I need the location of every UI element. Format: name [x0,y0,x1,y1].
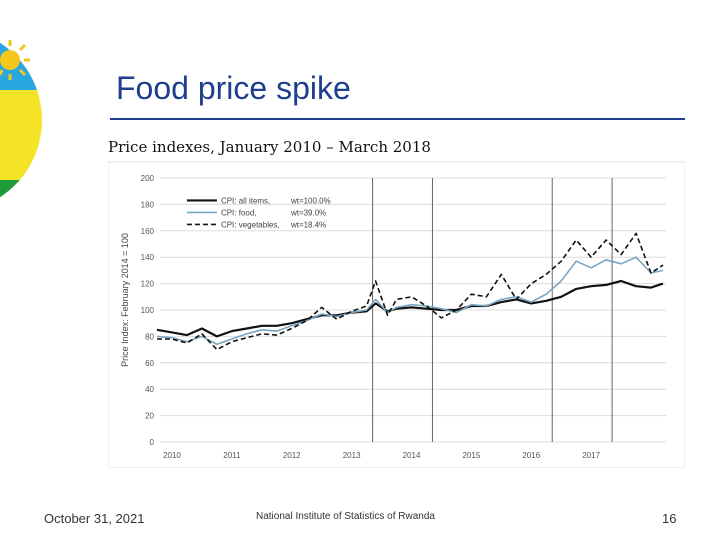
y-tick-label: 180 [141,200,155,209]
x-tick-label: 2010 [163,451,181,460]
y-tick-label: 100 [141,306,155,315]
legend-series-weight: wt=39.0% [290,208,326,217]
footer-organization: National Institute of Statistics of Rwan… [256,511,435,522]
x-tick-label: 2011 [223,451,241,460]
x-tick-label: 2015 [462,451,480,460]
price-index-chart: Price indexes, January 2010 – March 2018… [108,138,685,468]
y-tick-label: 140 [141,253,155,262]
chart-frame [108,161,685,468]
x-tick-label: 2012 [283,451,301,460]
series-line-3 [157,232,664,351]
footer-date: October 31, 2021 [44,511,145,526]
page-number: 16 [662,511,677,526]
legend-series-weight: wt=100.0% [290,196,331,205]
chart-title: Price indexes, January 2010 – March 2018 [108,138,431,156]
legend-series-name: CPI: vegetables, [221,220,280,229]
x-tick-label: 2014 [403,451,421,460]
x-tick-label: 2017 [582,451,600,460]
legend-series-name: CPI: food, [221,208,257,217]
chart-plot: 0 20 40 60 80 100 120 140 160 180 200 2010 2011 2012 2… [108,161,685,468]
y-tick-label: 200 [141,174,155,183]
y-tick-label: 60 [145,359,154,368]
legend-series-name: CPI: all items, [221,196,270,205]
x-tick-label: 2013 [343,451,361,460]
y-tick-label: 0 [150,438,155,447]
y-tick-label: 160 [141,227,155,236]
x-tick-label: 2016 [522,451,540,460]
slide-title: Food price spike [116,70,351,106]
sun-icon [0,40,30,80]
rwanda-flag-logo [0,28,42,212]
y-tick-label: 20 [145,412,154,421]
title-divider [110,118,685,120]
y-tick-label: 120 [141,280,155,289]
y-tick-label: 40 [145,385,154,394]
y-tick-label: 80 [145,332,154,341]
legend-series-weight: wt=18.4% [290,220,326,229]
y-axis-label: Price Index: February 2014 = 100 [120,233,130,367]
series-line-2 [156,256,664,346]
series-line-1 [156,279,664,338]
